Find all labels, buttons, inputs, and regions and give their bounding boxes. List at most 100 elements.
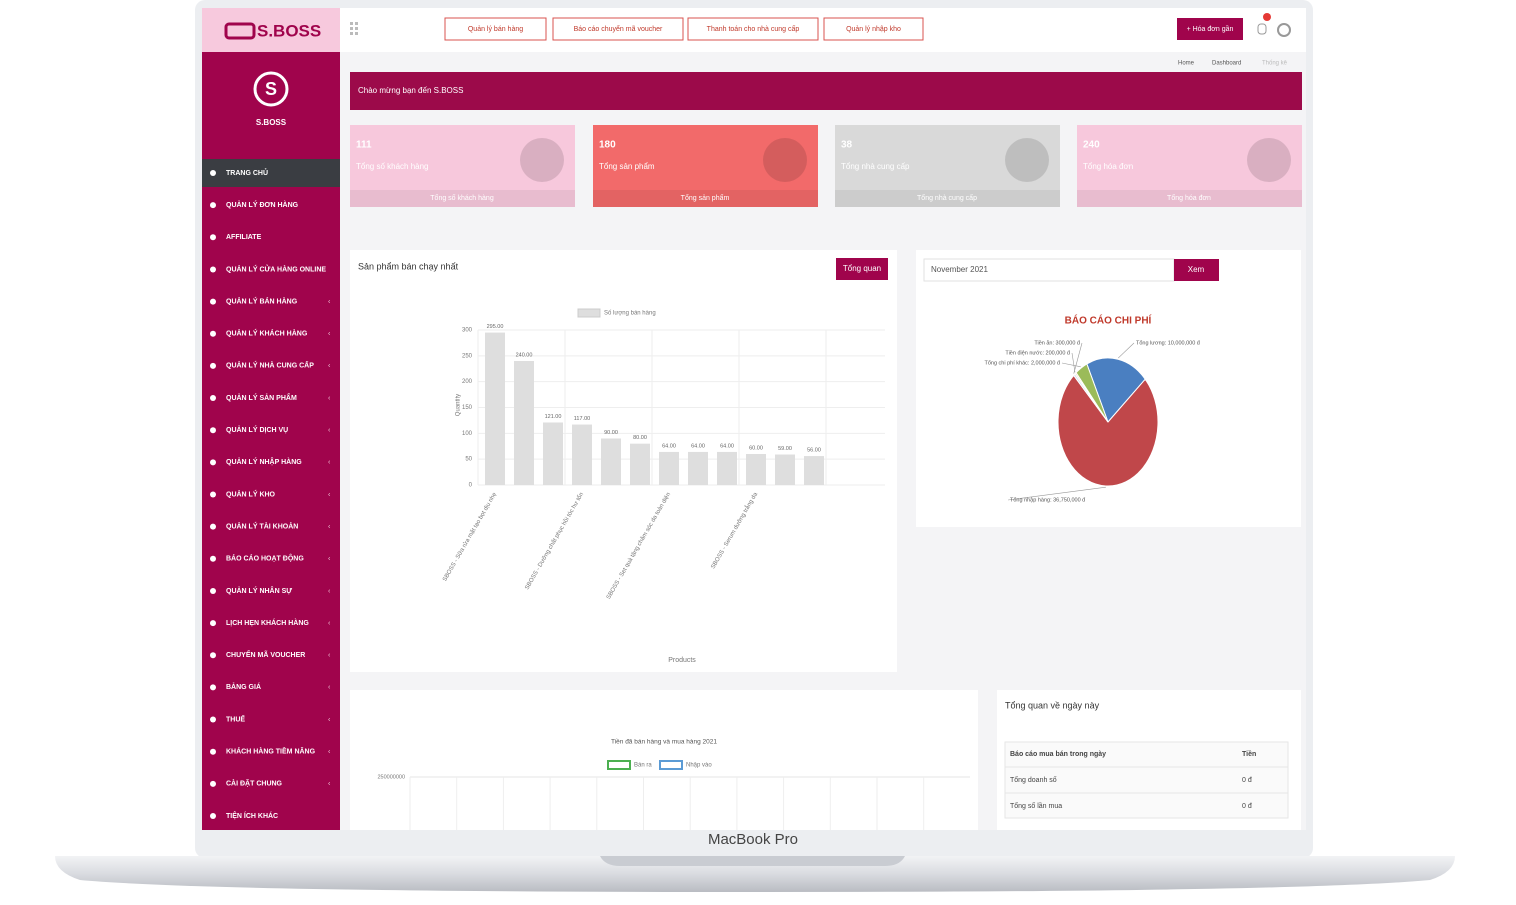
menu-item[interactable]: QUẢN LÝ NHẬP HÀNG <box>226 457 302 466</box>
menu-icon <box>210 170 216 176</box>
menu-item[interactable]: QUẢN LÝ SẢN PHẨM <box>226 393 297 402</box>
menu-item[interactable]: BÁO CÁO HOẠT ĐỘNG <box>226 554 304 563</box>
logo <box>253 71 289 107</box>
grid-icon[interactable] <box>350 22 358 35</box>
top-button-label[interactable]: Báo cáo chuyển mã voucher <box>574 25 663 33</box>
top-button-label[interactable]: Thanh toán cho nhà cung cấp <box>707 24 800 33</box>
menu-item[interactable]: TIỆN ÍCH KHÁC <box>226 811 278 820</box>
stat-card-icon <box>763 138 807 182</box>
bar <box>804 456 824 485</box>
breadcrumb: Thống kê <box>1262 61 1288 67</box>
table-header: Tiền <box>1242 749 1256 758</box>
menu-item[interactable]: BẢNG GIÁ <box>226 682 261 691</box>
menu-active <box>202 159 340 187</box>
menu-item[interactable]: CÀI ĐẶT CHUNG <box>226 779 283 788</box>
menu-chevron: ‹ <box>328 427 331 434</box>
top-button-label[interactable]: Quản lý bán hàng <box>468 26 523 33</box>
notification-dot <box>1263 13 1271 21</box>
bar-panel-button[interactable] <box>836 258 888 280</box>
bar <box>717 451 737 485</box>
menu-chevron: ‹ <box>328 363 331 370</box>
menu-chevron: ‹ <box>328 331 331 338</box>
stat-card-footer <box>350 190 575 207</box>
menu-item[interactable]: AFFILIATE <box>226 234 262 241</box>
menu-icon <box>210 298 216 305</box>
pie-leader <box>1073 342 1083 374</box>
stat-value: 38 <box>841 140 853 151</box>
bar-panel-button-label[interactable]: Tổng quan <box>843 264 881 273</box>
menu-chevron: ‹ <box>328 588 331 595</box>
menu-icon <box>210 748 216 755</box>
breadcrumb[interactable]: Home <box>1178 61 1195 67</box>
bar <box>543 422 563 485</box>
pie-slice <box>1057 374 1159 487</box>
bar-value-label: 59.00 <box>778 446 792 452</box>
stat-card[interactable] <box>350 125 575 207</box>
menu-chevron: ‹ <box>328 395 331 402</box>
top-button[interactable] <box>552 17 684 41</box>
bar <box>630 443 650 485</box>
top-action-label[interactable]: + Hóa đơn gần <box>1187 24 1234 33</box>
top-button-label[interactable]: Quản lý nhập kho <box>846 26 901 33</box>
menu-icon <box>210 620 216 627</box>
settings-icon[interactable] <box>1277 23 1291 37</box>
pie-leader <box>1071 352 1076 373</box>
menu-item[interactable]: QUẢN LÝ NHÂN SỰ <box>226 586 292 595</box>
logo-caption: S.BOSS <box>256 118 287 127</box>
menu-item[interactable]: CHUYỂN MÃ VOUCHER <box>226 650 305 659</box>
stat-footer: Tổng nhà cung cấp <box>917 193 977 202</box>
bar-value-label: 60.00 <box>749 445 763 451</box>
menu-item[interactable]: QUẢN LÝ CỬA HÀNG ONLINE <box>226 264 326 273</box>
menu-item[interactable]: THUẾ <box>226 713 245 723</box>
pie-label: Tiền điện nước: 200,000 đ <box>1005 350 1071 356</box>
stat-card[interactable] <box>835 125 1060 207</box>
stat-card[interactable] <box>1077 125 1302 207</box>
bar-value-label: 117.00 <box>574 416 590 422</box>
menu-item[interactable]: QUẢN LÝ BÁN HÀNG <box>226 296 298 305</box>
menu-item[interactable]: QUẢN LÝ KHO <box>226 489 276 498</box>
stat-card[interactable] <box>593 125 818 207</box>
legend-label: Bán ra <box>634 763 652 769</box>
legend-swatch <box>577 308 601 318</box>
menu-chevron: ‹ <box>328 491 331 498</box>
top-button[interactable] <box>823 17 924 41</box>
table-cell: 0 đ <box>1242 803 1252 810</box>
bar-value-label: 64.00 <box>662 443 676 449</box>
menu-chevron: ‹ <box>328 459 331 466</box>
top-action[interactable] <box>1177 18 1243 40</box>
menu-icon <box>210 427 216 434</box>
menu-item[interactable]: QUẢN LÝ TÀI KHOẢN <box>226 521 298 530</box>
laptop-base <box>55 856 1455 892</box>
menu-item[interactable]: QUẢN LÝ NHÀ CUNG CẤP <box>226 360 314 370</box>
top-button[interactable] <box>687 17 819 41</box>
menu-icon <box>210 716 216 723</box>
y-tick-label: 50 <box>465 457 472 463</box>
pie-label: Tiền ăn: 300,000 đ <box>1034 340 1081 346</box>
y-tick-label: 150 <box>462 405 473 411</box>
bar-value-label: 90.00 <box>604 430 618 436</box>
menu-icon <box>210 362 216 369</box>
breadcrumb[interactable]: Dashboard <box>1212 61 1241 67</box>
menu-chevron: ‹ <box>328 620 331 627</box>
pie-label: Tổng chi phí khác: 2,000,000 đ <box>984 359 1060 366</box>
bell-icon[interactable] <box>1257 23 1267 35</box>
pie-panel-button-label[interactable]: Xem <box>1188 265 1205 274</box>
bar <box>775 454 795 485</box>
menu-item[interactable]: LỊCH HẸN KHÁCH HÀNG <box>226 618 309 627</box>
menu-item[interactable]: TRANG CHỦ <box>226 168 268 177</box>
welcome-text: Chào mừng bạn đến S.BOSS <box>358 86 463 95</box>
pie-panel-button[interactable] <box>1174 259 1219 281</box>
menu-item[interactable]: QUẢN LÝ DỊCH VỤ <box>226 425 288 434</box>
menu-item[interactable]: KHÁCH HÀNG TIỀM NĂNG <box>226 746 316 756</box>
menu-item[interactable]: QUẢN LÝ ĐƠN HÀNG <box>226 200 299 209</box>
legend-swatch <box>659 760 683 770</box>
top-button[interactable] <box>444 17 547 41</box>
daily-title: Tổng quan về ngày này <box>1005 700 1100 710</box>
menu-item[interactable]: QUẢN LÝ KHÁCH HÀNG <box>226 329 308 338</box>
menu-icon <box>210 523 216 530</box>
pie-label: Tổng lương: 10,000,000 đ <box>1136 339 1201 346</box>
menu-icon <box>210 266 216 273</box>
month-value[interactable]: November 2021 <box>931 265 988 274</box>
stat-card-icon <box>520 138 564 182</box>
